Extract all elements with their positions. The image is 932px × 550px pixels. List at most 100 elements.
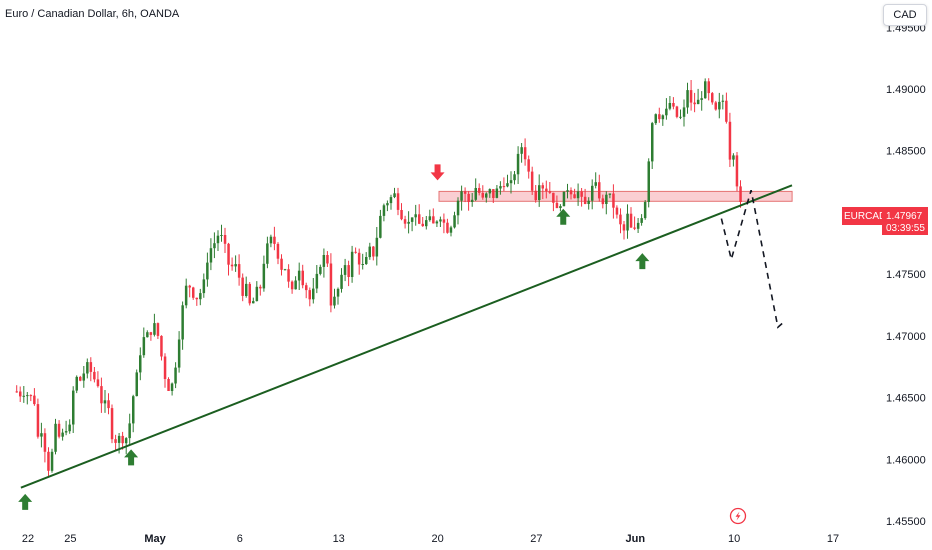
candle-body <box>75 376 78 391</box>
candle-body <box>485 193 488 198</box>
candle-body <box>470 199 474 202</box>
candle-body <box>619 214 622 225</box>
candle-body <box>96 379 100 387</box>
candle-body <box>523 147 527 160</box>
x-tick-label: 22 <box>22 533 34 545</box>
candle-body <box>474 188 477 200</box>
candle-body <box>587 200 590 204</box>
y-tick-label: 1.45500 <box>886 516 926 528</box>
candle-body <box>192 287 195 298</box>
candle-body <box>545 188 548 192</box>
candle-body <box>552 192 555 203</box>
candle-body <box>361 264 364 265</box>
candle-body <box>622 224 626 231</box>
x-tick-label: Jun <box>626 533 646 545</box>
candle-body <box>301 270 304 286</box>
candle-body <box>280 258 283 270</box>
candle-body <box>647 161 650 202</box>
candle-body <box>615 207 619 215</box>
candle-body <box>389 197 393 204</box>
candle-body <box>110 408 114 440</box>
candle-body <box>449 227 453 233</box>
candle-body <box>167 379 170 391</box>
candle-body <box>29 395 33 397</box>
candle-body <box>372 246 375 257</box>
candle-body <box>132 396 135 424</box>
candle-body <box>347 265 350 277</box>
candle-body <box>142 337 146 356</box>
candle-body <box>538 185 541 200</box>
candle-body <box>442 219 446 223</box>
x-tick-label: 25 <box>64 533 76 545</box>
candle-body <box>248 283 251 304</box>
candle-body <box>679 116 682 118</box>
candle-body <box>686 90 689 108</box>
candle-body <box>488 189 492 194</box>
candle-body <box>654 114 657 124</box>
candle-body <box>319 266 322 274</box>
candle-body <box>714 102 717 110</box>
candle-body <box>290 281 294 290</box>
candle-body <box>583 196 587 204</box>
candle-body <box>513 174 516 181</box>
candle-body <box>566 190 569 192</box>
candle-body <box>230 264 234 267</box>
forecast-path <box>720 189 786 329</box>
candle-body <box>322 255 326 267</box>
candle-body <box>170 383 174 391</box>
candle-body <box>453 215 456 228</box>
candle-body <box>195 297 198 300</box>
price-tag-bg <box>882 207 928 235</box>
candle-body <box>463 191 467 194</box>
candle-body <box>79 376 82 381</box>
candle-body <box>86 362 89 374</box>
candle-body <box>403 219 407 224</box>
candle-body <box>559 206 562 208</box>
candle-body <box>206 262 209 280</box>
candle-body <box>213 243 216 249</box>
candle-body <box>418 214 421 224</box>
candle-body <box>237 264 241 278</box>
lightning-icon[interactable] <box>729 507 747 525</box>
candle-body <box>608 193 612 195</box>
chart-title: Euro / Canadian Dollar, 6h, OANDA <box>5 8 180 20</box>
candle-body <box>202 279 206 294</box>
candle-body <box>396 193 400 210</box>
candle-body <box>520 147 523 154</box>
candle-body <box>57 423 61 437</box>
x-tick-label: 13 <box>333 533 345 545</box>
candle-body <box>495 188 499 198</box>
trendline <box>20 184 793 489</box>
candle-body <box>146 332 149 338</box>
candle-body <box>704 81 707 99</box>
candle-body <box>340 274 343 289</box>
candle-body <box>576 191 580 199</box>
candle-body <box>93 371 96 380</box>
candle-body <box>414 214 417 218</box>
candle-body <box>541 185 544 189</box>
candle-body <box>375 237 379 257</box>
candle-body <box>721 100 725 102</box>
currency-button[interactable]: CAD <box>883 4 927 26</box>
candle-body <box>68 424 71 432</box>
candle-body <box>336 288 340 297</box>
price-tag-value: 1.47967 <box>886 211 923 222</box>
candle-body <box>47 451 50 471</box>
candle-body <box>315 273 319 289</box>
candle-body <box>696 99 700 105</box>
candle-body <box>640 218 643 223</box>
candle-body <box>492 189 495 198</box>
arrow-up-icon <box>635 253 650 270</box>
candle-body <box>569 190 573 195</box>
candle-body <box>241 277 244 296</box>
candle-body <box>700 98 703 100</box>
candle-body <box>128 423 131 439</box>
candle-body <box>163 356 167 379</box>
candle-body <box>665 108 668 116</box>
candle-body <box>160 335 163 357</box>
candle-body <box>530 171 534 191</box>
candle-body <box>675 106 679 117</box>
candle-body <box>22 395 25 397</box>
candle-body <box>36 404 40 437</box>
